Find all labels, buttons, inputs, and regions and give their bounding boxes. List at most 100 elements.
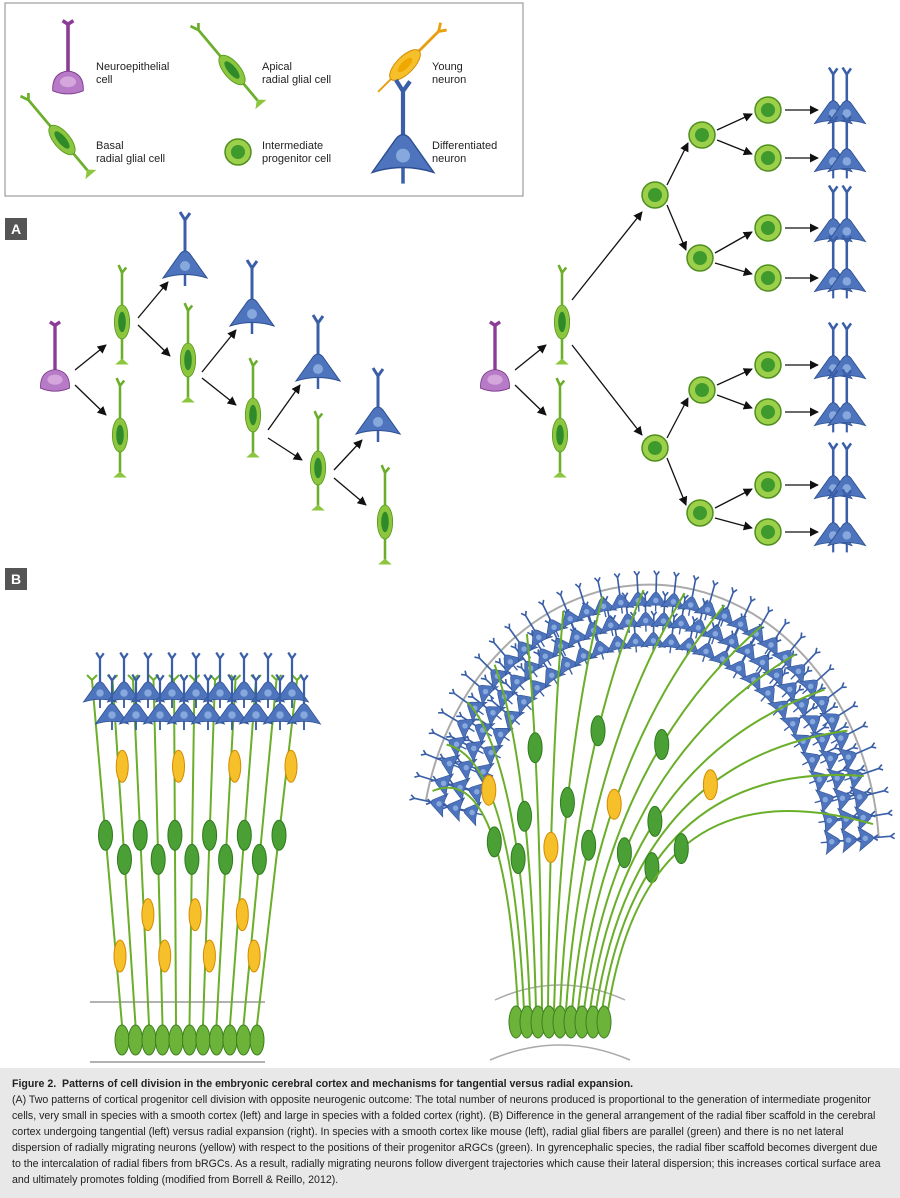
legend-box xyxy=(4,2,524,197)
young-neuron xyxy=(247,939,261,973)
young-neuron xyxy=(606,788,622,820)
arrow xyxy=(716,113,753,131)
progenitor-cell xyxy=(155,1024,170,1056)
neuron-pair xyxy=(815,370,866,433)
arrow xyxy=(514,384,547,416)
neuron xyxy=(161,210,209,288)
young-neuron xyxy=(235,898,249,932)
apical-radial-glia xyxy=(113,263,131,366)
arrow xyxy=(267,384,301,431)
radial-glia xyxy=(510,843,526,874)
intermediate-progenitor xyxy=(754,144,782,172)
neuroepithelial-cell xyxy=(478,320,512,393)
radial-glia xyxy=(590,715,606,747)
radial-glia xyxy=(150,843,166,875)
arrow xyxy=(333,439,363,471)
apical-radial-glia xyxy=(376,463,394,566)
progenitor-cell xyxy=(141,1024,157,1056)
radial-fiber xyxy=(559,589,645,1011)
radial-fiber xyxy=(583,653,797,1011)
apical-radial-glia xyxy=(244,356,262,459)
radial-glia xyxy=(132,819,148,851)
arrow xyxy=(716,368,753,386)
legend-label: Basal radial glial cell xyxy=(96,140,165,165)
radial-fiber xyxy=(595,729,848,1011)
apical-radial-glia xyxy=(553,263,571,366)
neuron-pair xyxy=(815,236,866,299)
arrow xyxy=(571,344,643,436)
caption: Figure 2. Patterns of cell division in t… xyxy=(0,1068,900,1198)
neuron-pair xyxy=(815,490,866,553)
arrow xyxy=(714,488,753,509)
ventricle-arc xyxy=(489,1044,631,1061)
panel-label: B xyxy=(11,571,21,587)
arrow xyxy=(137,324,171,357)
intermediate-progenitor xyxy=(688,376,716,404)
progenitor-cell xyxy=(249,1024,265,1056)
radial-glia xyxy=(202,819,218,851)
panel-b xyxy=(82,569,897,1063)
radial-glia xyxy=(184,843,200,875)
neuron-pair xyxy=(815,68,866,131)
young-neuron xyxy=(702,769,718,801)
arrow xyxy=(714,517,753,531)
radial-glia xyxy=(271,819,287,851)
young-neuron xyxy=(141,898,155,932)
young-neuron xyxy=(543,831,559,863)
radial-glia xyxy=(559,786,575,818)
radial-glia xyxy=(673,833,689,865)
radial-fiber xyxy=(565,592,686,1011)
intermediate-progenitor xyxy=(686,499,714,527)
radial-glia xyxy=(644,852,660,884)
radial-glia xyxy=(98,819,113,851)
radial-fiber xyxy=(589,688,825,1011)
neuron-pair xyxy=(815,443,866,506)
radial-glia xyxy=(167,819,183,851)
young-neuron xyxy=(158,939,172,973)
arrow xyxy=(714,231,753,254)
apical-radial-glia xyxy=(551,376,569,479)
young-neuron xyxy=(172,749,185,783)
panel-label: A xyxy=(11,221,21,237)
arrow xyxy=(571,211,643,301)
young-neuron xyxy=(113,939,127,973)
panel-label-box xyxy=(5,218,27,240)
progenitor-cell xyxy=(168,1024,184,1056)
apical-radial-glia xyxy=(111,376,129,479)
intermediate-progenitor xyxy=(641,434,669,462)
arrow xyxy=(333,477,367,506)
arrow xyxy=(666,457,688,506)
intermediate-progenitor xyxy=(754,96,782,124)
radial-glia xyxy=(647,805,663,837)
young-neuron xyxy=(202,939,216,973)
radial-glia xyxy=(581,829,597,861)
progenitor-cell xyxy=(195,1024,211,1056)
radial-glia xyxy=(486,826,502,858)
apical-radial-glia xyxy=(309,409,327,512)
progenitor-cell xyxy=(596,1005,612,1039)
neuroepithelial-cell xyxy=(38,320,72,393)
intermediate-progenitor xyxy=(754,471,782,499)
radial-fiber xyxy=(577,625,763,1011)
radial-fiber xyxy=(547,610,565,1011)
neuron-pair xyxy=(815,186,866,249)
intermediate-progenitor xyxy=(754,518,782,546)
neuron-pair xyxy=(815,116,866,179)
legend-label: Apical radial glial cell xyxy=(262,61,331,86)
arrow xyxy=(716,394,753,410)
panel-a xyxy=(38,68,866,566)
legend-label: Intermediate progenitor cell xyxy=(262,140,331,165)
radial-glia xyxy=(236,819,252,851)
illustration: Neuroepithelial cell Apical radial glial c… xyxy=(4,2,897,1063)
progenitor-cell xyxy=(182,1024,197,1056)
apical-radial-glia xyxy=(179,301,197,404)
radial-fiber xyxy=(553,595,604,1011)
neuron xyxy=(354,366,402,444)
arrow xyxy=(201,377,237,406)
intermediate-progenitor xyxy=(686,244,714,272)
legend-label: Differentiated neuron xyxy=(432,140,497,165)
young-neuron xyxy=(481,774,497,806)
arrow xyxy=(514,344,547,371)
radial-fiber xyxy=(466,701,531,1011)
